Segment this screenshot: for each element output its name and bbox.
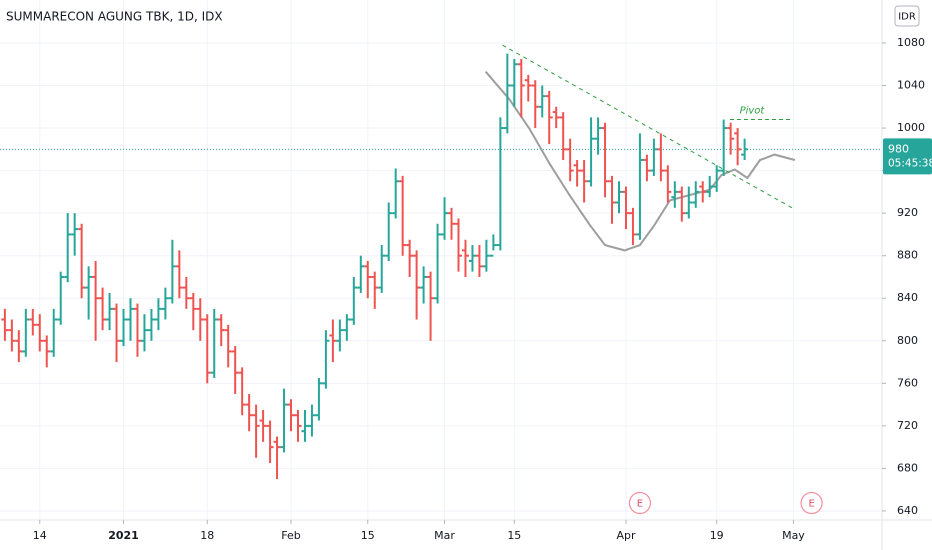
- annotations: Pivot E E: [0, 44, 882, 515]
- bars: [1, 53, 749, 480]
- x-tick-label: Feb: [281, 529, 300, 542]
- event-label: E: [637, 499, 643, 510]
- countdown-label: 05:45:38: [888, 157, 932, 169]
- y-tick-label: 1080: [897, 36, 925, 49]
- grid: [0, 0, 882, 520]
- x-tick-label: Apr: [616, 529, 636, 542]
- y-tick-label: 880: [897, 249, 918, 262]
- pivot-label: Pivot: [740, 106, 766, 117]
- event-marker: [628, 491, 652, 515]
- y-tick-label: 720: [897, 419, 918, 432]
- event-label: E: [808, 499, 814, 510]
- x-tick-label: 18: [200, 529, 214, 542]
- event-marker: [800, 491, 823, 515]
- currency-label: IDR: [898, 12, 916, 23]
- x-tick-label: 19: [710, 529, 724, 542]
- y-tick-label: 1040: [897, 79, 925, 92]
- price-box: [883, 138, 932, 175]
- x-tick-label: 2021: [108, 529, 139, 542]
- x-tick-label: Mar: [434, 529, 455, 542]
- x-tick-label: May: [782, 529, 805, 542]
- y-tick-label: 800: [897, 334, 918, 347]
- x-tick-label: 15: [507, 529, 521, 542]
- curve-line: [484, 71, 796, 252]
- y-tick-label: 920: [897, 206, 918, 219]
- y-tick-label: 760: [897, 376, 918, 389]
- y-tick-label: 640: [897, 504, 918, 517]
- y-tick-label: 1000: [897, 121, 925, 134]
- price-label: 980: [888, 142, 909, 155]
- x-tick-label: 14: [33, 529, 47, 542]
- y-tick-label: 680: [897, 461, 918, 474]
- chart-title: SUMMARECON AGUNG TBK, 1D, IDX: [6, 10, 223, 24]
- y-tick-label: 840: [897, 291, 918, 304]
- x-tick-label: 15: [361, 529, 375, 542]
- currency-box[interactable]: [894, 5, 920, 27]
